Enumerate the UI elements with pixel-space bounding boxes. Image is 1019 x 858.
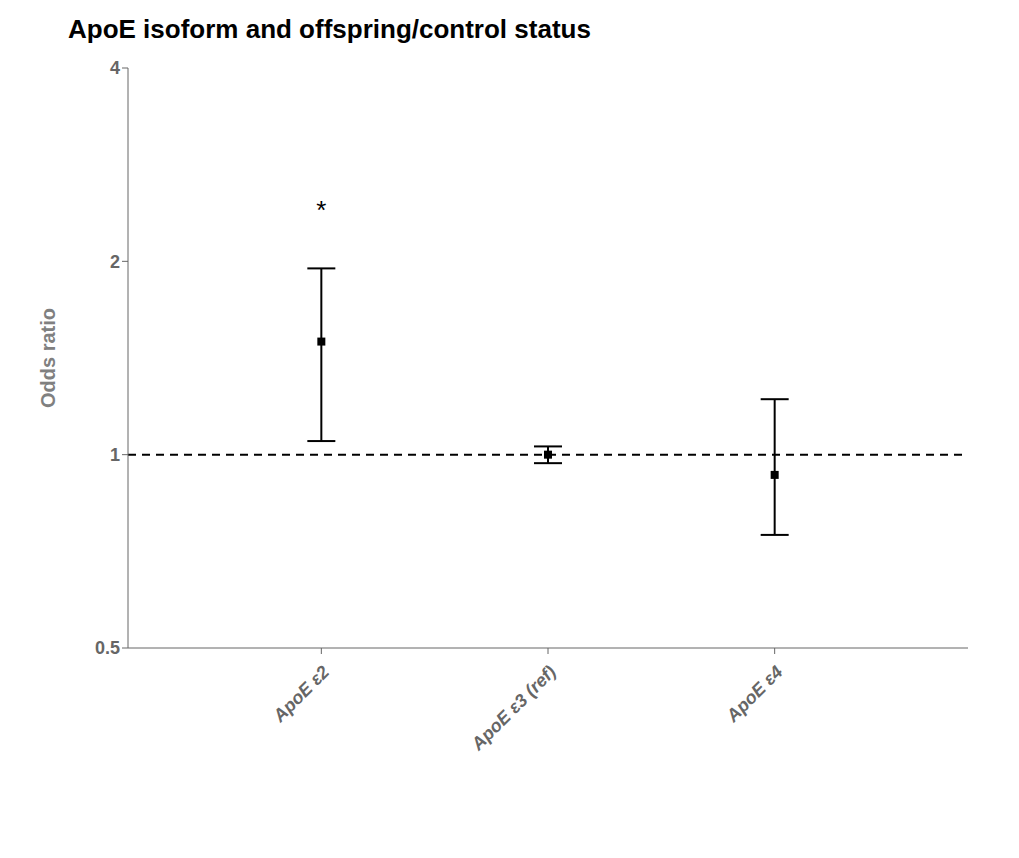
- svg-text:*: *: [316, 195, 326, 225]
- svg-text:ApoE ε3 (ref): ApoE ε3 (ref): [467, 662, 560, 755]
- svg-text:ApoE ε4: ApoE ε4: [722, 662, 787, 727]
- svg-text:4: 4: [110, 58, 120, 78]
- svg-text:1: 1: [110, 445, 120, 465]
- svg-text:ApoE ε2: ApoE ε2: [268, 662, 333, 727]
- svg-text:2: 2: [110, 252, 120, 272]
- svg-text:0.5: 0.5: [95, 638, 120, 658]
- svg-text:Odds ratio: Odds ratio: [37, 308, 59, 408]
- html-text:ApoE isoform and offspring/con: ApoE isoform and offspring/control statu…: [68, 14, 591, 44]
